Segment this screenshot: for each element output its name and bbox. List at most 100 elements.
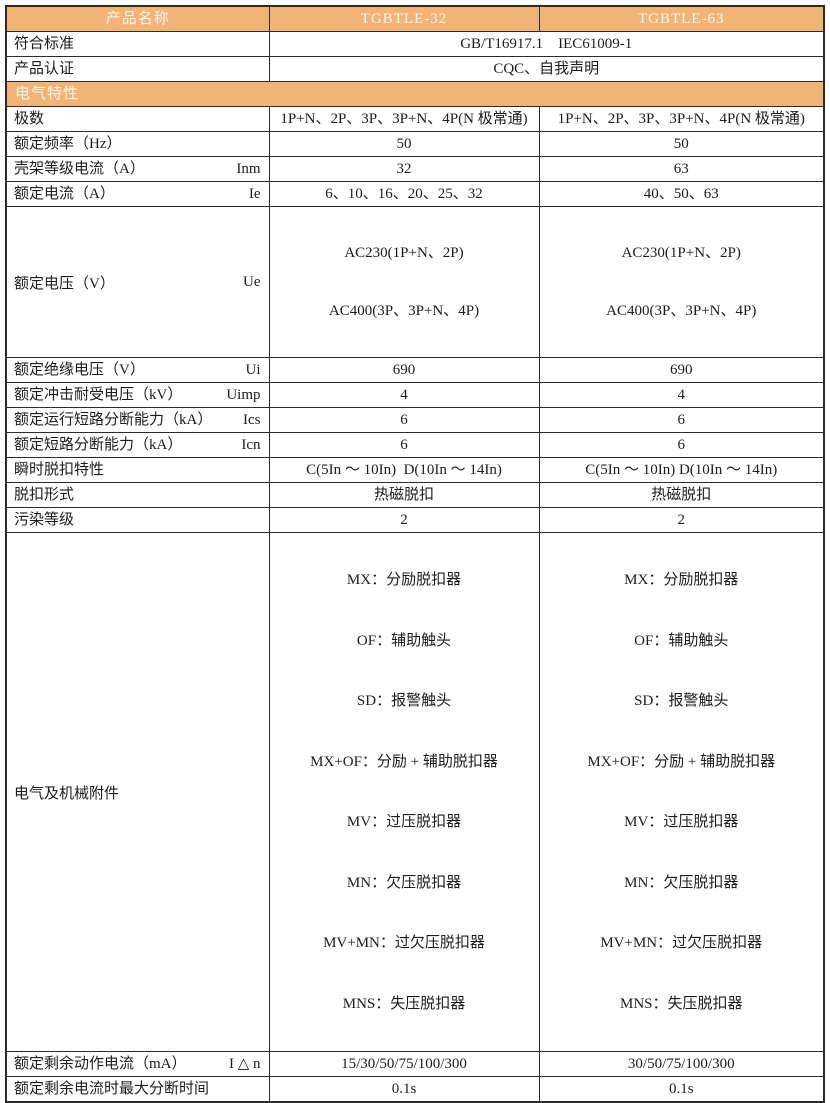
residual-current-value-63: 30/50/75/100/300 — [538, 1051, 825, 1077]
accessory-item-mns: MNS：失压脱扣器 — [342, 995, 466, 1012]
spec-table: 产品名称 TGBTLE-32 TGBTLE-63 符合标准 GB/T16917.… — [5, 5, 825, 1103]
frequency-value-32: 50 — [268, 131, 540, 157]
rated-current-value-63: 40、50、63 — [538, 181, 825, 207]
accessory-item-of: OF：辅助触头 — [634, 632, 729, 649]
pollution-degree-label: 污染等级 — [5, 507, 270, 533]
trip-type-value-32: 热磁脱扣 — [268, 482, 540, 508]
label-text: 瞬时脱扣特性 — [14, 462, 105, 478]
ics-label: 额定运行短路分断能力（kA） Ics — [5, 407, 270, 433]
accessory-item-mv-mn: MV+MN：过欠压脱扣器 — [600, 935, 763, 951]
rated-current-value-32: 6、10、16、20、25、32 — [268, 181, 540, 207]
row-rated-voltage: 额定电压（V） Ue AC230(1P+N、2P) AC400(3P、3P+N、4… — [5, 206, 825, 358]
icn-value-63: 6 — [538, 432, 825, 458]
label-text: 污染等级 — [14, 512, 75, 528]
section-electrical: 电气特性 — [5, 81, 825, 107]
row-certification: 产品认证 CQC、自我声明 — [5, 56, 825, 82]
rated-voltage-value-32: AC230(1P+N、2P) AC400(3P、3P+N、4P) — [268, 206, 540, 358]
voltage-line-ac230: AC230(1P+N、2P) — [621, 245, 741, 261]
accessory-item-mns: MNS：失压脱扣器 — [619, 995, 743, 1012]
accessory-item-mv: MV：过压脱扣器 — [346, 814, 462, 830]
poles-label: 极数 — [5, 106, 270, 132]
row-icn: 额定短路分断能力（kA） Icn 6 6 — [5, 432, 825, 458]
label-text: 额定剩余动作电流（mA） — [14, 1056, 187, 1072]
residual-current-label: 额定剩余动作电流（mA） I △ n — [5, 1051, 270, 1077]
label-text: 壳架等级电流（A） — [14, 161, 145, 177]
row-trip-type: 脱扣形式 热磁脱扣 热磁脱扣 — [5, 482, 825, 508]
label-text: 脱扣形式 — [14, 487, 75, 503]
trip-type-value-63: 热磁脱扣 — [538, 482, 825, 508]
certification-value: CQC、自我声明 — [268, 56, 825, 82]
impulse-voltage-value-32: 4 — [268, 382, 540, 408]
trip-characteristic-label: 瞬时脱扣特性 — [5, 457, 270, 483]
row-poles: 极数 1P+N、2P、3P、3P+N、4P(N 极常通) 1P+N、2P、3P、… — [5, 106, 825, 132]
label-text: 额定频率（Hz） — [14, 136, 122, 152]
insulation-voltage-value-63: 690 — [538, 357, 825, 383]
pollution-degree-value-32: 2 — [268, 507, 540, 533]
insulation-voltage-value-32: 690 — [268, 357, 540, 383]
icn-value-32: 6 — [268, 432, 540, 458]
label-text: 额定电流（A） — [14, 186, 115, 202]
label-text: 额定短路分断能力（kA） — [14, 437, 183, 453]
standards-label: 符合标准 — [5, 31, 270, 57]
frame-current-value-63: 63 — [538, 156, 825, 182]
accessory-item-sd: SD：报警触头 — [634, 693, 729, 709]
row-insulation-voltage: 额定绝缘电压（V） Ui 690 690 — [5, 357, 825, 383]
symbol-ie: Ie — [248, 186, 261, 202]
row-trip-characteristic: 瞬时脱扣特性 C(5In ～ 10In) D(10In ～ 14In) C(5I… — [5, 457, 825, 483]
frequency-label: 额定频率（Hz） — [5, 131, 270, 157]
accessory-item-mv: MV：过压脱扣器 — [624, 814, 739, 830]
voltage-line-ac400: AC400(3P、3P+N、4P) — [328, 303, 480, 319]
label-text: 额定运行短路分断能力（kA） — [14, 412, 213, 428]
certification-label: 产品认证 — [5, 56, 270, 82]
accessories-label: 电气及机械附件 — [5, 532, 270, 1052]
impulse-voltage-value-63: 4 — [538, 382, 825, 408]
product-name-header: 产品名称 — [5, 5, 270, 32]
poles-value-32: 1P+N、2P、3P、3P+N、4P(N 极常通) — [268, 106, 540, 132]
label-text: 额定冲击耐受电压（kV） — [14, 387, 183, 403]
rated-current-label: 额定电流（A） Ie — [5, 181, 270, 207]
accessory-item-sd: SD：报警触头 — [356, 693, 452, 709]
label-text: 产品认证 — [14, 61, 75, 77]
standards-value: GB/T16917.1 IEC61009-1 — [268, 31, 825, 57]
symbol-ics: Ics — [243, 412, 261, 428]
symbol-icn: Icn — [241, 437, 261, 453]
table-header-row: 产品名称 TGBTLE-32 TGBTLE-63 — [5, 5, 825, 32]
accessory-item-mn: MN：欠压脱扣器 — [624, 874, 739, 891]
row-standards: 符合标准 GB/T16917.1 IEC61009-1 — [5, 31, 825, 57]
breaking-time-value-32: 0.1s — [268, 1076, 540, 1103]
ics-value-63: 6 — [538, 407, 825, 433]
residual-current-value-32: 15/30/50/75/100/300 — [268, 1051, 540, 1077]
section-electrical-title: 电气特性 — [5, 81, 825, 107]
row-rated-current: 额定电流（A） Ie 6、10、16、20、25、32 40、50、63 — [5, 181, 825, 207]
accessory-item-mx-of: MX+OF：分励 + 辅助脱扣器 — [587, 753, 776, 770]
frequency-value-63: 50 — [538, 131, 825, 157]
breaking-time-value-63: 0.1s — [538, 1076, 825, 1103]
symbol-ui: Ui — [245, 362, 261, 378]
row-breaking-time: 额定剩余电流时最大分断时间 0.1s 0.1s — [5, 1076, 825, 1103]
ics-value-32: 6 — [268, 407, 540, 433]
poles-value-63: 1P+N、2P、3P、3P+N、4P(N 极常通) — [538, 106, 825, 132]
label-text: 额定电压（V） — [14, 275, 115, 292]
accessory-item-mn: MN：欠压脱扣器 — [346, 874, 462, 891]
model-header-tgbtle63: TGBTLE-63 — [538, 5, 825, 32]
label-text: 额定绝缘电压（V） — [14, 362, 145, 378]
model-header-tgbtle32: TGBTLE-32 — [268, 5, 540, 32]
rated-voltage-label: 额定电压（V） Ue — [5, 206, 270, 358]
frame-current-label: 壳架等级电流（A） Inm — [5, 156, 270, 182]
accessory-item-of: OF：辅助触头 — [356, 632, 452, 649]
accessories-value-32: MX：分励脱扣器 OF：辅助触头 SD：报警触头 MX+OF：分励 + 辅助脱扣… — [268, 532, 540, 1052]
row-residual-current: 额定剩余动作电流（mA） I △ n 15/30/50/75/100/300 30… — [5, 1051, 825, 1077]
voltage-line-ac230: AC230(1P+N、2P) — [344, 245, 464, 261]
label-text: 符合标准 — [14, 36, 75, 52]
row-frequency: 额定频率（Hz） 50 50 — [5, 131, 825, 157]
rated-voltage-value-63: AC230(1P+N、2P) AC400(3P、3P+N、4P) — [538, 206, 825, 358]
impulse-voltage-label: 额定冲击耐受电压（kV） Uimp — [5, 382, 270, 408]
row-accessories: 电气及机械附件 MX：分励脱扣器 OF：辅助触头 SD：报警触头 MX+OF：分… — [5, 532, 825, 1052]
accessory-item-mx: MX：分励脱扣器 — [346, 572, 462, 588]
symbol-uimp: Uimp — [226, 387, 261, 403]
row-pollution-degree: 污染等级 2 2 — [5, 507, 825, 533]
voltage-line-ac400: AC400(3P、3P+N、4P) — [606, 303, 757, 319]
symbol-i-delta-n: I △ n — [228, 1056, 261, 1072]
accessories-value-63: MX：分励脱扣器 OF：辅助触头 SD：报警触头 MX+OF：分励 + 辅助脱扣… — [538, 532, 825, 1052]
row-impulse-voltage: 额定冲击耐受电压（kV） Uimp 4 4 — [5, 382, 825, 408]
